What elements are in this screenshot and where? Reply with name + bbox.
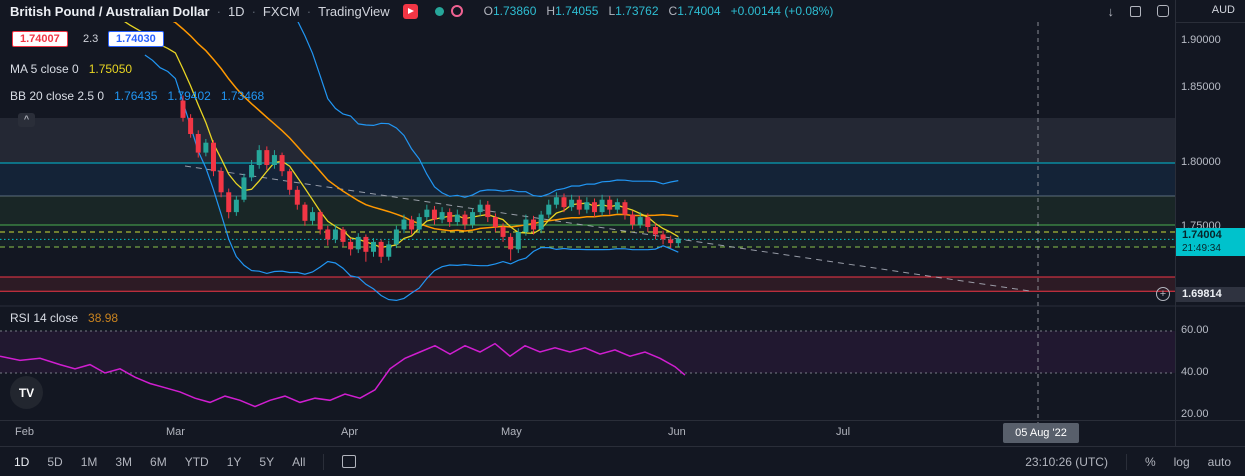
range-6m-button[interactable]: 6M [150,454,167,469]
time-label: Jun [668,426,686,438]
log-scale-button[interactable]: log [1173,454,1190,469]
provider-label: TradingView [318,3,390,19]
low-value: 1.73762 [615,4,659,18]
bb-legend[interactable]: BB 20 close 2.5 0 1.76435 1.79402 1.7346… [10,89,264,103]
current-price-value: 1.74004 [1182,229,1222,241]
maximize-pane-icon[interactable] [1130,5,1141,17]
separator-dot: · [306,3,312,19]
toolbar-divider [1125,453,1127,470]
time-label: Apr [341,426,359,438]
rsi-legend[interactable]: RSI 14 close 38.98 [10,311,118,325]
range-all-button[interactable]: All [292,454,306,469]
range-1m-button[interactable]: 1M [80,454,98,469]
range-5d-button[interactable]: 5D [47,454,63,469]
chart-header: British Pound / Australian Dollar · 1D ·… [10,0,833,22]
time-label: May [501,426,522,438]
axis-divider [1176,22,1245,23]
close-label: C [668,4,678,18]
rsi-tick: 60.00 [1181,324,1209,336]
ma-value: 1.75050 [88,62,133,76]
range-ytd-button[interactable]: YTD [184,454,209,469]
ma-label: MA 5 close 0 [10,62,79,76]
bottom-toolbar: 1D 5D 1M 3M 6M YTD 1Y 5Y All 23:10:26 (U… [0,446,1245,476]
price-tick: 1.85000 [1181,81,1221,93]
time-axis[interactable] [0,420,1245,446]
price-tick: 1.90000 [1181,34,1221,46]
order-quantity: 2.3 [83,33,99,45]
low-label: L [608,4,616,18]
level-price-label: 1.69814 [1176,287,1245,302]
toolbar-divider [323,453,325,470]
fullscreen-icon[interactable] [1157,5,1169,17]
percent-scale-button[interactable]: % [1144,454,1156,469]
rsi-label: RSI 14 close [10,311,79,325]
open-value: 1.73860 [493,4,537,18]
crosshair-date-label: 05 Aug '22 [1003,423,1079,443]
high-label: H [546,4,556,18]
go-to-date-icon[interactable] [342,455,357,468]
range-3m-button[interactable]: 3M [115,454,133,469]
currency-label: AUD [1211,4,1235,16]
ohlc-values: O1.73860 H1.74055 L1.73762 C1.74004 +0.0… [484,4,834,18]
price-tick: 1.80000 [1181,156,1221,168]
collapse-legend-button[interactable]: ^ [18,113,35,127]
close-value: 1.74004 [677,4,721,18]
auto-scale-button[interactable]: auto [1207,454,1231,469]
current-price-label: 1.74004 21:49:34 [1176,228,1245,256]
range-1d-button[interactable]: 1D [14,454,30,469]
rsi-tick: 40.00 [1181,366,1209,378]
clock[interactable]: 23:10:26 (UTC) [1025,454,1108,469]
time-label: Jul [836,426,851,438]
price-axis[interactable] [1175,0,1245,446]
hotlist-icon[interactable] [450,5,463,17]
symbol-title[interactable]: British Pound / Australian Dollar [10,3,210,19]
ma-legend[interactable]: MA 5 close 0 1.75050 [10,62,132,76]
exchange-label[interactable]: FXCM [262,3,300,19]
header-actions: ↓ [1107,0,1169,22]
bb-lower-value: 1.73468 [220,89,265,103]
separator-dot: · [251,3,256,19]
time-label: Feb [15,426,34,438]
market-status-icon [434,6,444,16]
bar-countdown: 21:49:34 [1182,243,1221,254]
bb-upper-value: 1.79402 [167,89,211,103]
high-value: 1.74055 [555,4,599,18]
range-5y-button[interactable]: 5Y [259,454,275,469]
rsi-value: 38.98 [88,311,119,325]
bb-label: BB 20 close 2.5 0 [10,89,105,103]
range-1y-button[interactable]: 1Y [226,454,242,469]
scroll-to-recent-icon[interactable]: ↓ [1107,3,1115,19]
change-value: +0.00144 (+0.08%) [730,4,834,18]
bb-basis-value: 1.76435 [114,89,158,103]
interval-label[interactable]: 1D [227,3,245,19]
add-alert-icon[interactable]: + [1156,287,1170,301]
ideas-stream-icon[interactable] [402,3,418,19]
separator-dot: · [216,3,221,19]
sell-order-badge[interactable]: 1.74007 [12,31,68,47]
tradingview-logo[interactable]: TV [10,376,43,409]
rsi-tick: 20.00 [1181,408,1209,420]
buy-order-badge[interactable]: 1.74030 [108,31,164,47]
time-label: Mar [166,426,185,438]
open-label: O [483,4,493,18]
